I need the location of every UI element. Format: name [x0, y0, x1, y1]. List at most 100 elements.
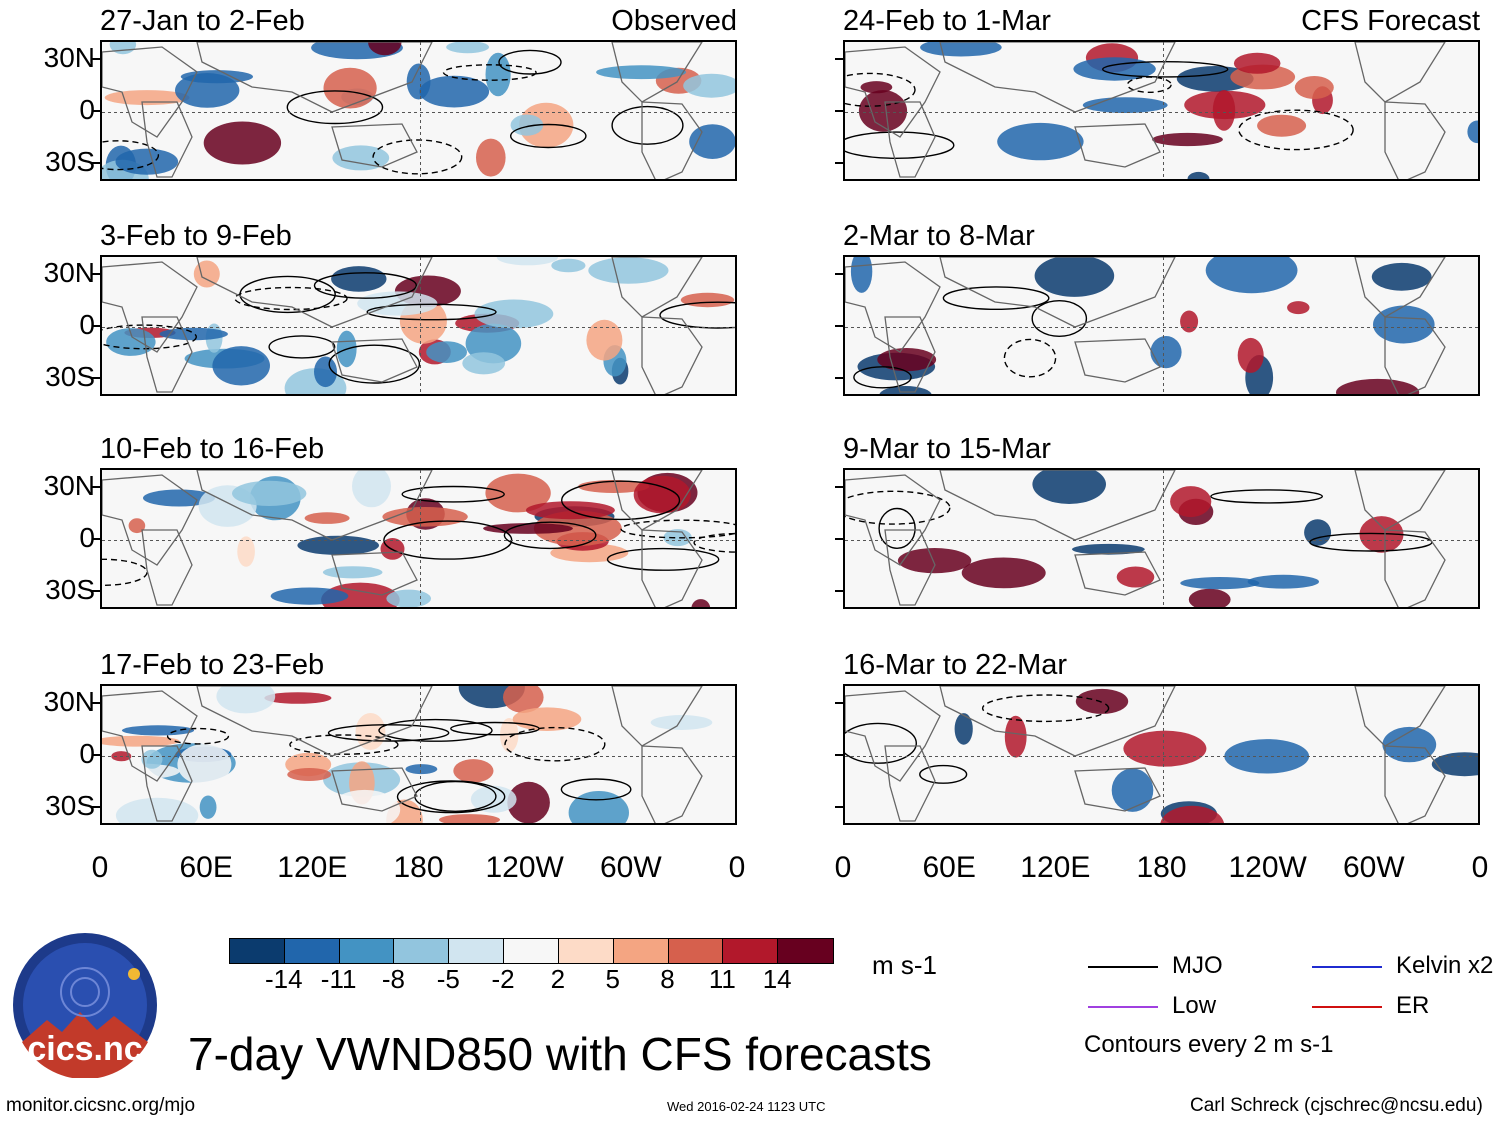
lat-tick-mark: [92, 377, 100, 379]
anomaly-shading: [503, 686, 544, 713]
anomaly-shading: [143, 489, 215, 507]
coastline: [845, 46, 941, 138]
anomaly-shading: [1373, 305, 1435, 344]
forecast-label: CFS Forecast: [1301, 5, 1480, 37]
anomaly-shading: [203, 121, 282, 165]
mjo-contour: [268, 335, 336, 359]
anomaly-shading: [1257, 114, 1307, 137]
coastline: [1384, 316, 1446, 394]
mjo-contour: [942, 286, 1050, 310]
lat-tick-mark: [835, 486, 843, 488]
coastline: [1074, 123, 1161, 168]
observed-map-2: [100, 255, 737, 396]
lat-tick: 30S: [45, 574, 95, 605]
forecast-map-4: [843, 684, 1480, 825]
lon-tick: 120W: [1228, 851, 1307, 884]
anomaly-shading: [1082, 97, 1168, 113]
observed-period-title: 17-Feb to 23-Feb: [100, 649, 325, 681]
mjo-contour: [845, 490, 951, 525]
coastline: [939, 686, 1176, 757]
lon-tick: 120W: [485, 851, 564, 884]
anomaly-shading: [405, 764, 438, 775]
units-label: m s-1: [872, 950, 937, 980]
lat-tick-mark: [835, 590, 843, 592]
anomaly-shading: [1467, 120, 1478, 144]
mjo-contour: [504, 726, 606, 762]
anomaly-shading: [1073, 57, 1156, 81]
anomaly-shading: [332, 145, 390, 171]
mjo-contour: [878, 507, 916, 549]
forecast-period-title: 2-Mar to 8-Mar: [843, 220, 1035, 252]
anomaly-shading: [961, 557, 1046, 589]
anomaly-shading: [1034, 257, 1115, 297]
observed-label: Observed: [611, 5, 737, 37]
anomaly-shading: [216, 686, 276, 714]
mjo-contour: [560, 778, 632, 801]
colorbar-tick: -5: [436, 964, 460, 994]
colorbar-tick: -8: [381, 964, 406, 994]
anomaly-shading: [1431, 752, 1478, 777]
lat-tick-mark: [835, 754, 843, 756]
anomaly-shading: [496, 257, 558, 266]
anomaly-shading: [426, 341, 467, 363]
colorbar-tick: -14: [265, 964, 303, 994]
anomaly-shading: [1287, 301, 1310, 315]
anomaly-shading: [352, 470, 391, 508]
anomaly-shading: [217, 704, 236, 737]
anomaly-shading: [270, 587, 349, 605]
legend-label: Low: [1172, 992, 1217, 1019]
lon-tick: 0: [1471, 851, 1489, 884]
anomaly-shading: [1152, 132, 1223, 147]
lat-tick: 0: [79, 309, 95, 340]
anomaly-shading: [121, 725, 195, 736]
anomaly-shading: [102, 735, 180, 747]
coastline: [1384, 745, 1446, 823]
anomaly-shading: [368, 42, 402, 56]
lon-tick: 180: [393, 851, 444, 884]
figure-title: 7-day VWND850 with CFS forecasts: [188, 1028, 932, 1080]
anomaly-shading: [1072, 543, 1145, 555]
colorbar-swatch: [339, 939, 395, 963]
anomaly-shading: [386, 589, 431, 607]
coastline: [611, 686, 703, 747]
colorbar-swatch: [613, 939, 669, 963]
mjo-contour: [313, 272, 418, 299]
lon-tick: 60E: [179, 851, 233, 884]
coastline: [641, 745, 703, 823]
anomaly-shading: [232, 480, 307, 506]
anomaly-shading: [462, 352, 506, 375]
coastline: [884, 101, 936, 178]
coastline: [1354, 470, 1446, 531]
colorbar: [229, 938, 834, 964]
anomaly-shading: [331, 266, 387, 292]
mjo-contour: [498, 49, 562, 75]
colorbar-swatch: [558, 939, 614, 963]
forecast-period-title: 9-Mar to 15-Mar: [843, 433, 1051, 465]
mjo-contour: [919, 764, 968, 784]
anomaly-shading: [180, 70, 253, 84]
colorbar-swatch: [284, 939, 340, 963]
footer-url[interactable]: monitor.cicsnc.org/mjo: [6, 1095, 196, 1116]
forecast-map-2: [843, 255, 1480, 396]
anomaly-shading: [476, 138, 506, 177]
anomaly-shading: [453, 759, 494, 783]
lon-tick: 0: [834, 851, 852, 884]
anomaly-shading: [446, 42, 489, 54]
anomaly-shading: [109, 42, 137, 55]
coastline: [845, 474, 941, 566]
mjo-contour: [450, 721, 540, 736]
anomaly-shading: [177, 743, 232, 785]
anomaly-shading: [1247, 574, 1319, 589]
anomaly-shading: [510, 114, 544, 136]
mjo-contour: [166, 727, 230, 745]
lat-tick-mark: [92, 754, 100, 756]
lat-tick: 30S: [45, 361, 95, 392]
lat-tick: 0: [79, 522, 95, 553]
coastline: [611, 257, 703, 318]
anomaly-shading: [586, 319, 623, 361]
colorbar-tick: 14: [762, 964, 792, 994]
anomaly-shading: [897, 548, 972, 574]
lat-tick-mark: [92, 325, 100, 327]
mjo-contour: [981, 694, 1110, 723]
lon-tick: 0: [728, 851, 746, 884]
